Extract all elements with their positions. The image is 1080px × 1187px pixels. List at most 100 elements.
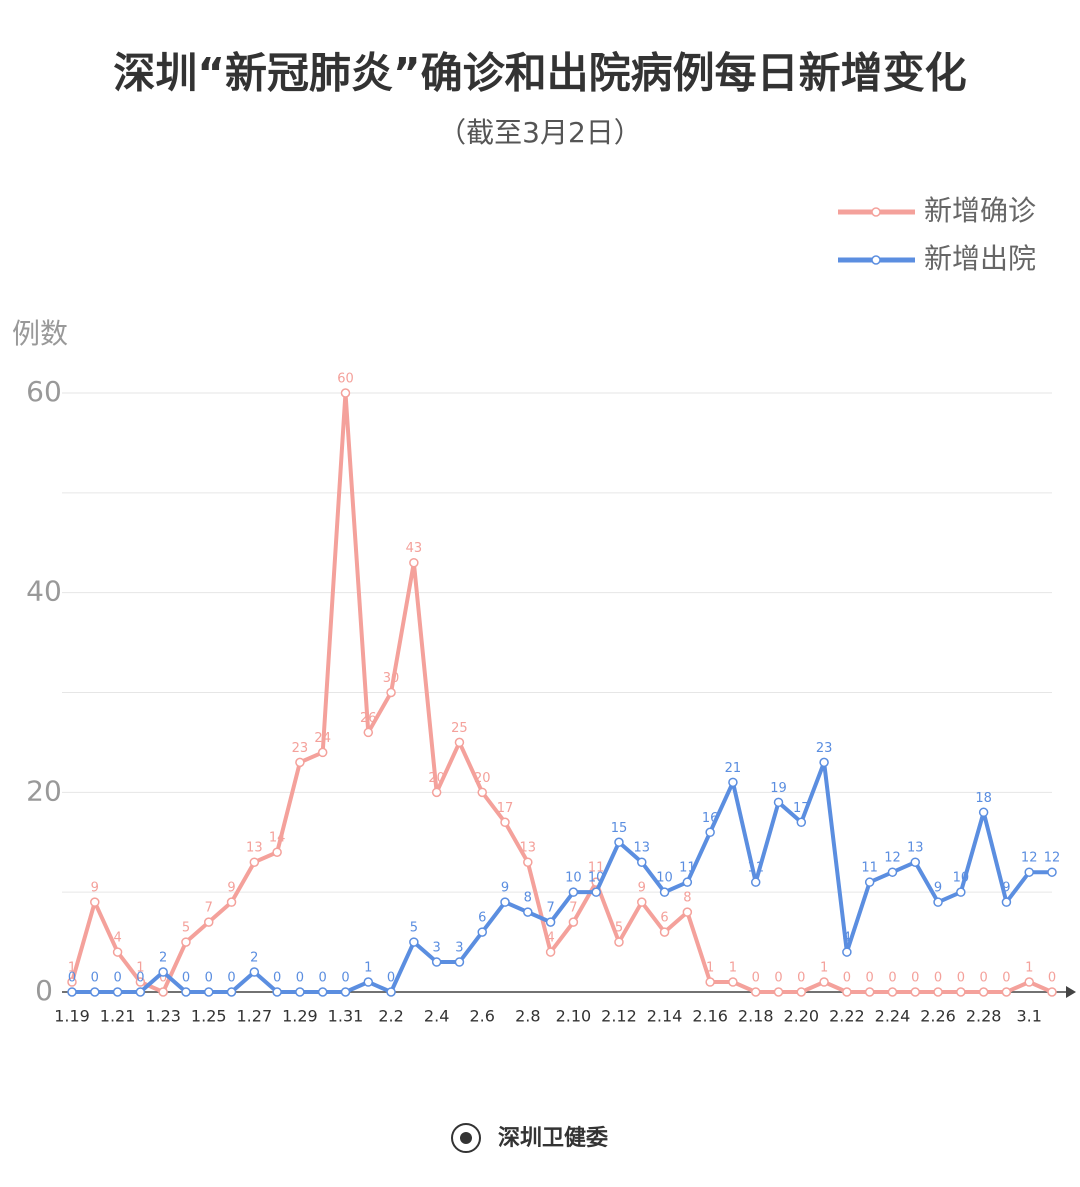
point [431,957,442,967]
point [545,947,556,957]
point [112,987,123,997]
data-label: 0 [91,971,99,986]
point [112,947,123,957]
point [568,917,579,927]
point [956,887,966,897]
data-label: 0 [205,971,213,986]
data-label: 13 [633,841,650,856]
point [887,987,898,997]
data-label: 7 [569,901,577,916]
data-label: 0 [979,971,987,986]
point [454,737,465,748]
point [864,987,875,997]
y-tick-label: 20 [26,774,62,807]
data-label: 2 [159,951,167,966]
point [203,987,214,997]
data-label: 9 [638,881,646,896]
data-label: 9 [227,881,235,896]
x-tick-label: 1.21 [100,1007,136,1026]
point [249,967,260,977]
point [90,897,100,907]
point [682,907,693,917]
data-label: 0 [911,971,919,986]
data-label: 26 [360,711,377,726]
point [842,947,852,957]
data-label: 1 [364,961,372,976]
data-label: 6 [660,911,668,926]
data-label: 0 [1048,971,1056,986]
point [340,388,351,398]
data-label: 16 [702,811,719,826]
chart-title: 深圳“新冠肺炎”确诊和出院病例每日新增变化 [113,49,966,98]
data-label: 7 [205,901,213,916]
point [1024,867,1034,877]
data-label: 4 [113,931,121,946]
point [978,987,989,997]
x-tick-label: 1.19 [54,1007,90,1026]
point [819,757,829,768]
point [1001,897,1012,907]
point [477,927,487,937]
x-tick-label: 1.27 [237,1007,273,1026]
point [978,807,989,818]
data-label: 6 [478,911,486,926]
data-label: 2 [250,951,258,966]
point [203,917,214,927]
x-tick-label: 2.14 [647,1007,683,1026]
point [637,857,647,867]
data-label: 10 [656,871,673,886]
point [317,987,328,997]
data-label: 10 [953,871,970,886]
data-label: 1 [706,961,714,976]
point [67,987,77,997]
data-label: 12 [1044,851,1061,866]
data-label: 0 [182,971,190,986]
x-tick-label: 2.24 [875,1007,911,1026]
x-tick-label: 2.28 [966,1007,1002,1026]
x-tick-label: 2.18 [738,1007,774,1026]
point [363,727,374,738]
point [705,827,715,838]
data-label: 0 [159,971,167,986]
x-tick-label: 2.26 [920,1007,956,1026]
point [523,907,533,917]
point [773,797,784,808]
point [317,747,328,758]
data-label: 17 [497,801,514,816]
point [295,987,305,997]
point [728,977,738,987]
point [477,787,487,798]
x-tick-label: 2.20 [783,1007,819,1026]
data-label: 9 [501,881,509,896]
data-label: 1 [1025,961,1033,976]
legend-marker [871,255,881,265]
point [272,987,282,997]
data-label: 5 [182,921,190,936]
x-tick-label: 2.22 [829,1007,865,1026]
point [431,787,442,798]
point [454,957,465,967]
data-label: 20 [428,771,445,786]
point [637,897,647,907]
data-label: 10 [565,871,582,886]
x-tick-label: 2.16 [692,1007,728,1026]
x-tick-label: 2.10 [556,1007,592,1026]
data-label: 0 [319,971,327,986]
data-label: 60 [337,372,354,387]
data-label: 0 [296,971,304,986]
data-label: 0 [273,971,281,986]
data-label: 9 [1002,881,1010,896]
data-label: 0 [752,971,760,986]
data-label: 9 [91,881,99,896]
data-label: 15 [611,821,628,836]
point [295,757,305,768]
point [796,987,807,997]
point [591,887,601,897]
point [158,967,168,977]
data-label: 0 [387,971,395,986]
point [500,817,510,828]
data-label: 13 [907,841,924,856]
data-label: 0 [843,971,851,986]
data-label: 13 [246,841,263,856]
data-label: 0 [774,971,782,986]
